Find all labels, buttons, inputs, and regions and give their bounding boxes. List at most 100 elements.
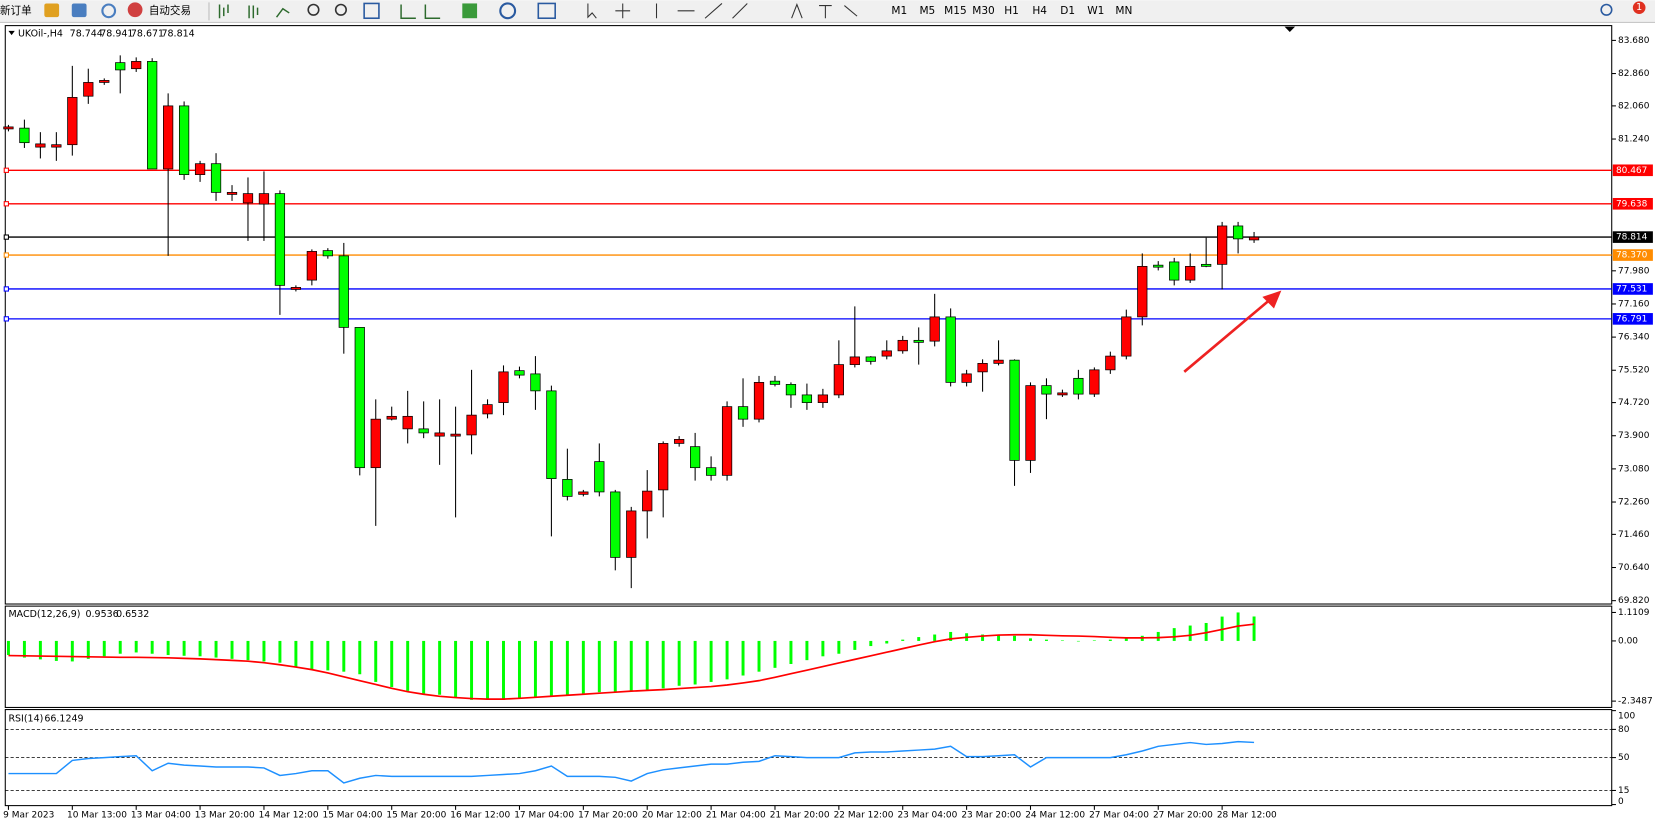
timeframe-button[interactable]: MN: [1115, 5, 1132, 17]
macd-bar: [549, 640, 553, 697]
candle-body: [626, 510, 637, 558]
crosshair[interactable]: [615, 3, 631, 19]
ohlc-low: 78.671: [131, 29, 164, 40]
macd-bar: [757, 640, 761, 672]
icon[interactable]: [218, 4, 229, 19]
candle-body: [658, 443, 669, 491]
icon[interactable]: [71, 3, 87, 18]
candle-body: [67, 97, 78, 146]
x-tick-label: 14 Mar 12:00: [259, 811, 319, 821]
candle-body: [594, 461, 605, 493]
macd-bar: [837, 640, 841, 654]
chart-type-icons[interactable]: [218, 4, 290, 19]
candle-body: [482, 404, 493, 415]
icon[interactable]: [248, 5, 259, 19]
notification-badge[interactable]: [1632, 1, 1646, 14]
templates[interactable]: [537, 2, 556, 20]
x-tick-label: 21 Mar 04:00: [706, 811, 766, 821]
timeframe-button[interactable]: D1: [1060, 5, 1075, 17]
cursor[interactable]: [587, 3, 597, 19]
macd-signal-value: 0.6532: [116, 609, 149, 620]
periods[interactable]: [499, 2, 517, 20]
macd-bar: [997, 635, 1001, 641]
x-tick-label: 23 Mar 04:00: [897, 811, 957, 821]
macd-bar: [693, 640, 697, 685]
level-line-label-bg: [1612, 313, 1653, 325]
macd-bar: [677, 640, 681, 686]
macd-bar: [422, 640, 426, 694]
macd-bar: [374, 640, 378, 682]
icon[interactable]: [275, 7, 290, 18]
macd-bar: [981, 634, 985, 641]
macd-bar: [933, 634, 937, 641]
macd-bar: [901, 639, 905, 641]
macd-bar: [1108, 639, 1112, 641]
x-tick-label: 20 Mar 12:00: [642, 811, 702, 821]
candle-body: [721, 406, 733, 476]
candle-body: [498, 371, 509, 403]
auto-trading-button[interactable]: 自动交易: [149, 4, 191, 17]
tile-windows[interactable]: [363, 2, 380, 20]
draw-tools[interactable]: [655, 3, 748, 19]
zoom-out[interactable]: [334, 3, 347, 16]
y-tick-label: 1.1109: [1618, 608, 1650, 618]
macd-bar: [581, 640, 585, 694]
macd-bar: [533, 640, 537, 698]
macd-bar: [869, 640, 873, 647]
macd-bar: [725, 640, 729, 680]
macd-bar: [134, 640, 138, 653]
timeframe-button[interactable]: W1: [1087, 5, 1104, 17]
macd-bar: [358, 640, 362, 675]
x-tick-label: 23 Mar 20:00: [961, 811, 1021, 821]
y-tick-label: 72.260: [1618, 498, 1650, 508]
candle-body: [1248, 236, 1260, 241]
timeframe-button[interactable]: M5: [919, 5, 935, 17]
candle-body: [386, 415, 397, 420]
search[interactable]: [1600, 3, 1613, 16]
auto-trading-icon[interactable]: [127, 2, 143, 18]
macd-bar: [1076, 640, 1080, 642]
zoom-in[interactable]: [307, 3, 320, 16]
timeframe-button[interactable]: M30: [972, 5, 995, 17]
indicators[interactable]: [462, 3, 478, 19]
icon[interactable]: [101, 3, 117, 19]
level-line-label-bg: [1612, 249, 1653, 261]
macd-bar: [1060, 640, 1064, 641]
toolbar: 新订单 自动交易 M1 M5 M15 M30 H1 H4 D1 W1 MN 1: [0, 0, 1655, 23]
candle-body: [833, 364, 844, 396]
draw-tools[interactable]: [791, 3, 858, 19]
macd-bar: [38, 640, 42, 660]
macd-bar: [517, 640, 521, 699]
macd-bar: [454, 640, 458, 698]
timeframe-button[interactable]: M15: [944, 5, 967, 17]
timeframe-button[interactable]: M1: [891, 5, 907, 17]
macd-bar: [390, 640, 394, 688]
level-line-handle: [3, 286, 9, 292]
candle-body: [434, 432, 445, 437]
macd-bar: [597, 640, 601, 693]
symbol-menu-marker[interactable]: [8, 30, 15, 36]
rsi-label: RSI(14): [8, 714, 43, 725]
candle-body: [897, 339, 908, 352]
y-tick-label: 50: [1618, 753, 1630, 763]
new-order-button[interactable]: 新订单: [0, 4, 32, 17]
macd-bar: [6, 640, 10, 656]
candle-body: [131, 61, 142, 70]
candle-body: [1185, 265, 1196, 281]
timeframe-button[interactable]: H4: [1032, 5, 1047, 17]
price-line-label-bg: [1612, 231, 1653, 243]
macd-bar: [661, 640, 665, 689]
candle-body: [1041, 385, 1052, 395]
y-tick-label: 69.820: [1618, 596, 1650, 606]
timeframe-button[interactable]: H1: [1004, 5, 1019, 17]
chart-shift-marker[interactable]: [1284, 26, 1296, 32]
macd-bar: [1092, 640, 1096, 641]
macd-bar: [885, 640, 889, 644]
macd-bar: [613, 640, 617, 693]
macd-bar: [198, 640, 202, 657]
icon[interactable]: [44, 3, 60, 18]
scroll-icons[interactable]: [400, 4, 441, 19]
candle-body: [753, 382, 765, 420]
macd-panel: [4, 605, 1613, 708]
